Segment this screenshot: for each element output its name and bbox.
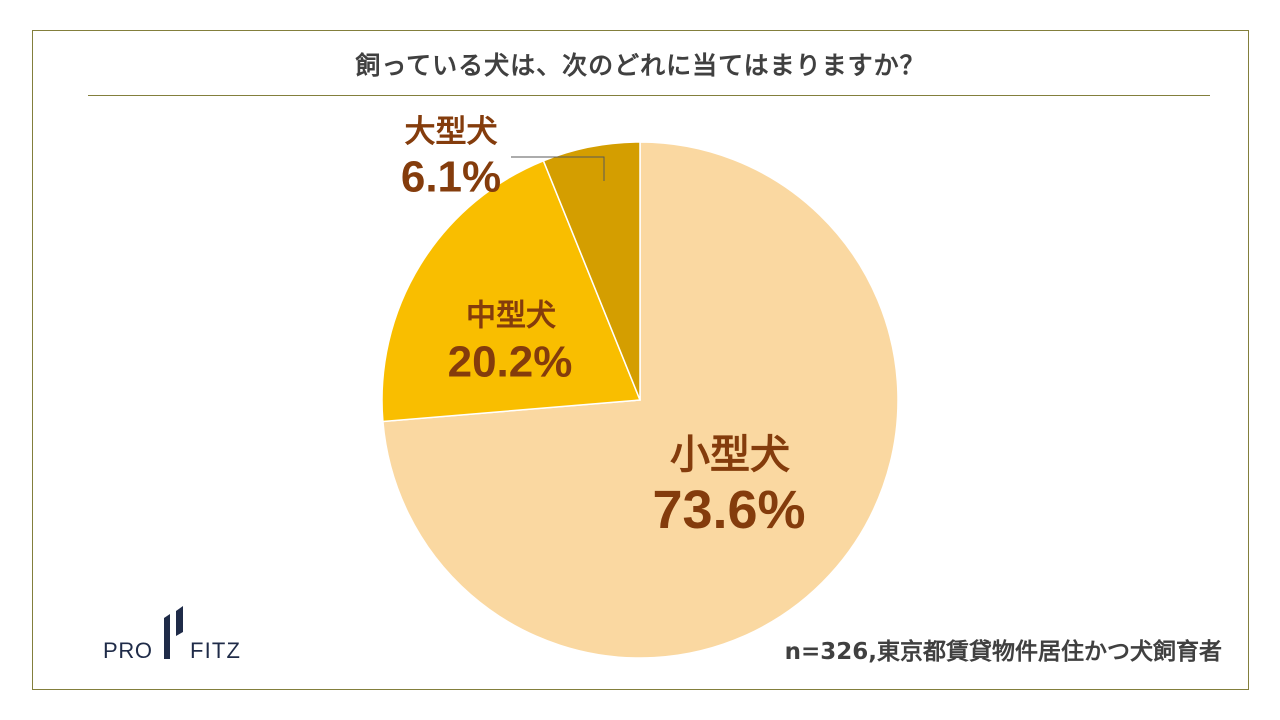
logo: PRO FITZ [103, 606, 240, 663]
logo-mark-bar-right [176, 606, 183, 636]
leader-line-large-dog [511, 156, 605, 181]
title-underline [88, 95, 1210, 96]
chart-title: 飼っている犬は、次のどれに当てはまりますか？ [355, 51, 926, 80]
value-small-dog: 73.6% [652, 480, 805, 540]
sample-note: n=326,東京都賃貸物件居住かつ犬飼育者 [784, 639, 1222, 665]
label-medium-dog: 中型犬 [466, 299, 556, 334]
pie-slice-large-dog [542, 141, 641, 401]
chart-frame [32, 30, 1249, 690]
pie [381, 141, 899, 659]
label-large-dog: 大型犬 [405, 114, 498, 150]
pie-slice-medium-dog [381, 159, 642, 423]
value-medium-dog: 20.2% [448, 338, 573, 387]
value-large-dog: 6.1% [401, 153, 501, 202]
logo-text-left: PRO [103, 638, 152, 663]
label-small-dog: 小型犬 [670, 432, 790, 478]
logo-text-right: FITZ [190, 638, 240, 663]
logo-mark-bar-left [164, 614, 170, 659]
